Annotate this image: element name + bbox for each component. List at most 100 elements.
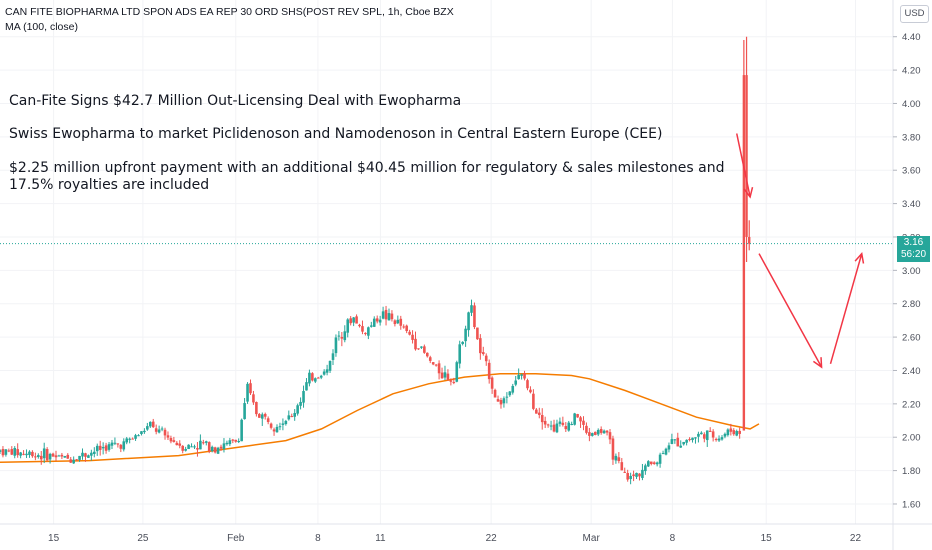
annotation-details: $2.25 million upfront payment with an ad… [9,160,725,193]
candle-body [184,448,187,451]
candle-body [546,424,550,426]
candle-body [187,444,190,450]
candle-body [175,442,179,446]
y-tick-label: 3.80 [902,132,921,143]
candle-body [190,446,193,448]
candle-body [608,432,612,440]
candle-body [328,360,332,371]
candle-body [605,430,609,433]
candle-body [555,423,559,433]
candle-body [470,305,473,313]
candle-body [588,432,591,436]
candle-body [358,324,361,327]
candle-body [644,465,647,472]
candle-body [293,413,296,417]
candle-body [137,435,140,437]
candle-body [116,443,120,445]
candle-body [95,445,99,452]
candle-body [375,318,379,322]
spike-body [745,75,748,237]
candle-body [423,346,426,353]
candle-body [614,455,618,461]
candle-body [128,438,131,440]
candle-body [104,445,108,451]
indicator-label[interactable]: MA (100, close) [5,21,78,33]
candle-body [473,305,476,328]
candle-body [549,425,553,427]
candle-body [405,325,408,332]
candle-body [364,332,367,335]
candle-body [66,454,70,459]
candle-body [476,327,479,340]
candle-body [387,313,391,321]
y-tick-label: 2.40 [902,366,921,377]
candle-body [28,451,31,455]
candle-body [691,437,694,441]
candle-body [467,312,470,331]
arrow-head [743,187,754,199]
candle-body [166,435,170,438]
candle-body [638,473,641,477]
candle-body [623,471,627,473]
arrows [735,133,865,369]
candle-body [72,459,75,464]
candle-body [617,457,621,462]
candle-body [172,440,176,442]
candle-body [567,422,571,431]
candle-body [464,328,467,342]
candle-body [63,456,67,458]
y-tick-label: 2.60 [902,333,921,344]
candle-body [219,446,223,449]
x-tick-label: 11 [375,533,386,544]
candle-body [732,430,736,435]
candle-body [399,318,403,326]
chart-title: CAN FITE BIOPHARMA LTD SPON ADS EA REP 3… [5,6,454,18]
candle-body [720,437,724,440]
candles [0,299,741,485]
candle-body [199,440,202,450]
candle-body [537,412,541,415]
candle-body [107,444,111,450]
candle-body [222,443,226,450]
candle-body [275,426,279,433]
candle-body [78,455,81,460]
candle-body [252,394,255,403]
candle-body [322,371,326,375]
candle-body [101,446,105,449]
candle-body [269,423,273,428]
candle-body [543,420,547,425]
candle-body [34,456,37,458]
candle-body [7,450,11,452]
candle-body [340,336,344,339]
candle-body [93,451,96,454]
candle-body [573,413,576,425]
trend-arrow [735,133,751,198]
candle-body [45,449,49,461]
candle-body [181,445,185,451]
candle-body [408,331,411,335]
candle-body [502,398,506,404]
candle-body [31,451,34,457]
candle-body [661,453,665,455]
candle-body [629,475,632,480]
currency-button[interactable]: USD [900,5,929,23]
candle-body [652,462,656,465]
candle-body [113,442,117,444]
spike-layer [742,36,751,431]
ma-line [0,373,760,464]
candle-body [302,391,305,403]
candle-body [461,341,464,344]
candle-body [585,425,588,433]
candle-body [490,377,494,389]
annotation-headline: Can-Fite Signs $42.7 Million Out-Licensi… [9,93,462,109]
last-price-value: 3.16 [903,236,924,248]
candle-body [493,389,497,398]
candle-body [210,446,214,452]
candle-body [334,337,338,354]
x-axis: 15 25 Feb 8 11 22 Mar 8 15 22 [0,523,932,544]
candle-body [143,430,146,433]
candle-body [22,453,25,455]
candle-body [346,319,350,333]
countdown-timer: 56:20 [900,248,927,260]
